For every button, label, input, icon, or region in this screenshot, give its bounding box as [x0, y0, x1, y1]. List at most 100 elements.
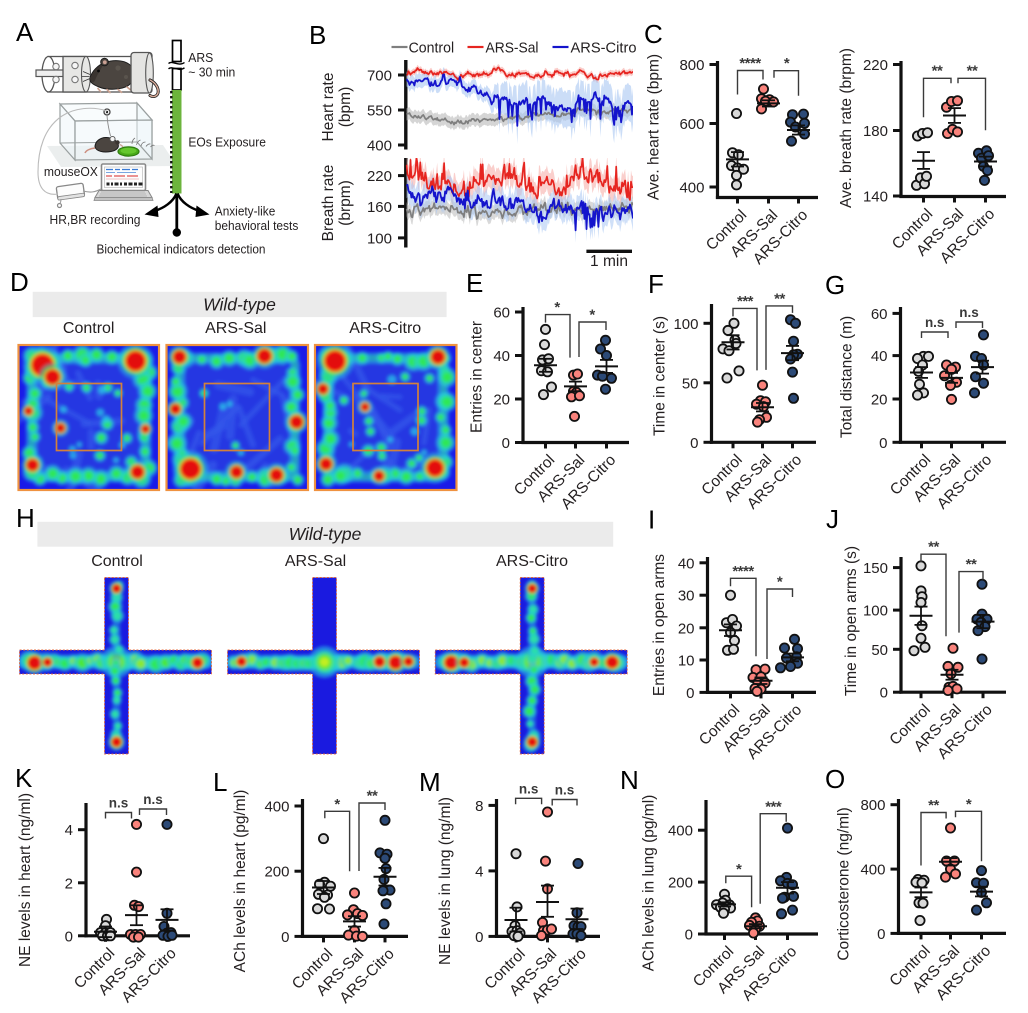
- svg-text:Corticosterone (ng/ml): Corticosterone (ng/ml): [836, 807, 853, 960]
- svg-text:10: 10: [678, 653, 695, 670]
- svg-text:*: *: [777, 574, 783, 591]
- svg-text:*: *: [334, 796, 340, 813]
- svg-text:Control: Control: [91, 553, 143, 570]
- svg-text:Breath rate: Breath rate: [320, 165, 337, 242]
- svg-text:1 min: 1 min: [590, 253, 628, 270]
- svg-text:n.s: n.s: [519, 782, 539, 797]
- svg-text:50: 50: [871, 642, 888, 659]
- svg-text:40: 40: [493, 348, 510, 365]
- svg-text:400: 400: [668, 823, 693, 840]
- svg-text:ACh levels in heart (pg/ml): ACh levels in heart (pg/ml): [232, 790, 249, 973]
- svg-text:Control: Control: [63, 320, 115, 337]
- svg-text:*: *: [554, 299, 560, 316]
- svg-text:400: 400: [367, 138, 392, 155]
- svg-text:***: ***: [765, 799, 782, 816]
- svg-text:0: 0: [879, 435, 887, 452]
- svg-text:4: 4: [475, 863, 483, 880]
- svg-text:M: M: [419, 767, 441, 797]
- svg-text:behavioral tests: behavioral tests: [215, 218, 299, 233]
- svg-text:140: 140: [863, 189, 888, 206]
- svg-text:700: 700: [367, 68, 392, 85]
- svg-text:40: 40: [678, 555, 695, 572]
- svg-text:0: 0: [475, 929, 483, 946]
- svg-text:ARS-Citro: ARS-Citro: [571, 40, 637, 56]
- svg-text:*: *: [966, 796, 972, 813]
- svg-text:800: 800: [679, 57, 704, 74]
- svg-text:60: 60: [871, 306, 888, 323]
- svg-text:E: E: [466, 268, 483, 298]
- svg-text:**: **: [774, 291, 785, 308]
- svg-text:100: 100: [863, 603, 888, 620]
- svg-text:0: 0: [281, 929, 289, 946]
- svg-text:*: *: [589, 307, 595, 324]
- svg-text:***: ***: [737, 293, 754, 310]
- svg-text:**: **: [966, 556, 977, 573]
- svg-text:mouseOX: mouseOX: [44, 164, 98, 179]
- svg-text:0: 0: [690, 435, 698, 452]
- svg-text:0: 0: [65, 928, 73, 945]
- svg-text:n.s: n.s: [109, 796, 129, 811]
- svg-text:0: 0: [685, 927, 693, 944]
- svg-text:ARS-Sal: ARS-Sal: [486, 40, 539, 56]
- svg-text:40: 40: [871, 348, 888, 365]
- svg-text:400: 400: [264, 799, 289, 816]
- svg-text:400: 400: [860, 862, 885, 879]
- svg-text:Heart rate: Heart rate: [320, 73, 337, 142]
- svg-text:EOs Exposure: EOs Exposure: [188, 134, 266, 149]
- svg-text:Ave. heart rate (bpm): Ave. heart rate (bpm): [646, 54, 663, 200]
- svg-text:Total distance (m): Total distance (m): [839, 316, 856, 438]
- svg-text:ACh levels in lung (pg/ml): ACh levels in lung (pg/ml): [640, 795, 657, 972]
- svg-text:0: 0: [686, 685, 694, 702]
- svg-text:*: *: [784, 55, 790, 72]
- svg-text:Wild-type: Wild-type: [289, 524, 362, 544]
- svg-text:~ 30 min: ~ 30 min: [188, 64, 235, 79]
- svg-text:**: **: [967, 63, 978, 80]
- svg-text:NE levels in lung (ng/ml): NE levels in lung (ng/ml): [437, 797, 454, 965]
- svg-text:ARS-Sal: ARS-Sal: [285, 553, 346, 570]
- svg-text:Anxiety-like: Anxiety-like: [215, 204, 275, 219]
- svg-text:180: 180: [863, 123, 888, 140]
- svg-text:G: G: [825, 270, 845, 300]
- svg-text:D: D: [10, 267, 29, 297]
- svg-text:n.s: n.s: [959, 305, 979, 320]
- svg-text:K: K: [15, 763, 33, 793]
- svg-text:4: 4: [65, 822, 73, 839]
- svg-text:Entries in center: Entries in center: [468, 321, 485, 433]
- svg-text:100: 100: [673, 316, 698, 333]
- svg-text:Wild-type: Wild-type: [203, 295, 276, 315]
- svg-text:8: 8: [475, 798, 483, 815]
- svg-text:n.s: n.s: [143, 792, 163, 807]
- svg-text:0: 0: [877, 926, 885, 943]
- svg-text:**: **: [932, 63, 943, 80]
- svg-text:30: 30: [678, 588, 695, 605]
- svg-text:Ave. breath rate (brpm): Ave. breath rate (brpm): [838, 48, 855, 208]
- svg-text:60: 60: [493, 305, 510, 322]
- svg-text:20: 20: [871, 392, 888, 409]
- svg-text:NE levels in heart (ng/ml): NE levels in heart (ng/ml): [17, 793, 34, 967]
- svg-text:550: 550: [367, 103, 392, 120]
- svg-text:A: A: [16, 17, 34, 47]
- svg-text:L: L: [213, 767, 227, 797]
- svg-text:**: **: [928, 797, 939, 814]
- svg-text:HR,BR recording: HR,BR recording: [50, 212, 141, 227]
- svg-text:ARS-Citro: ARS-Citro: [496, 553, 568, 570]
- svg-text:Entries in open arms: Entries in open arms: [651, 554, 668, 696]
- svg-text:Biochemical indicators detecti: Biochemical indicators detection: [97, 242, 266, 257]
- svg-text:(bpm): (bpm): [337, 87, 354, 127]
- svg-text:ARS-Sal: ARS-Sal: [205, 320, 266, 337]
- svg-text:N: N: [620, 765, 639, 795]
- svg-text:****: ****: [739, 55, 761, 72]
- svg-text:600: 600: [679, 116, 704, 133]
- svg-text:O: O: [825, 764, 845, 794]
- svg-text:0: 0: [880, 685, 888, 702]
- svg-text:200: 200: [264, 864, 289, 881]
- svg-text:50: 50: [682, 375, 699, 392]
- svg-text:150: 150: [863, 560, 888, 577]
- svg-text:220: 220: [367, 168, 392, 185]
- svg-text:J: J: [826, 504, 839, 534]
- svg-text:20: 20: [678, 620, 695, 637]
- svg-text:**: **: [928, 539, 939, 556]
- svg-text:Time in open arms (s): Time in open arms (s): [843, 546, 860, 696]
- svg-text:ARS: ARS: [188, 50, 213, 65]
- svg-text:n.s: n.s: [925, 315, 945, 330]
